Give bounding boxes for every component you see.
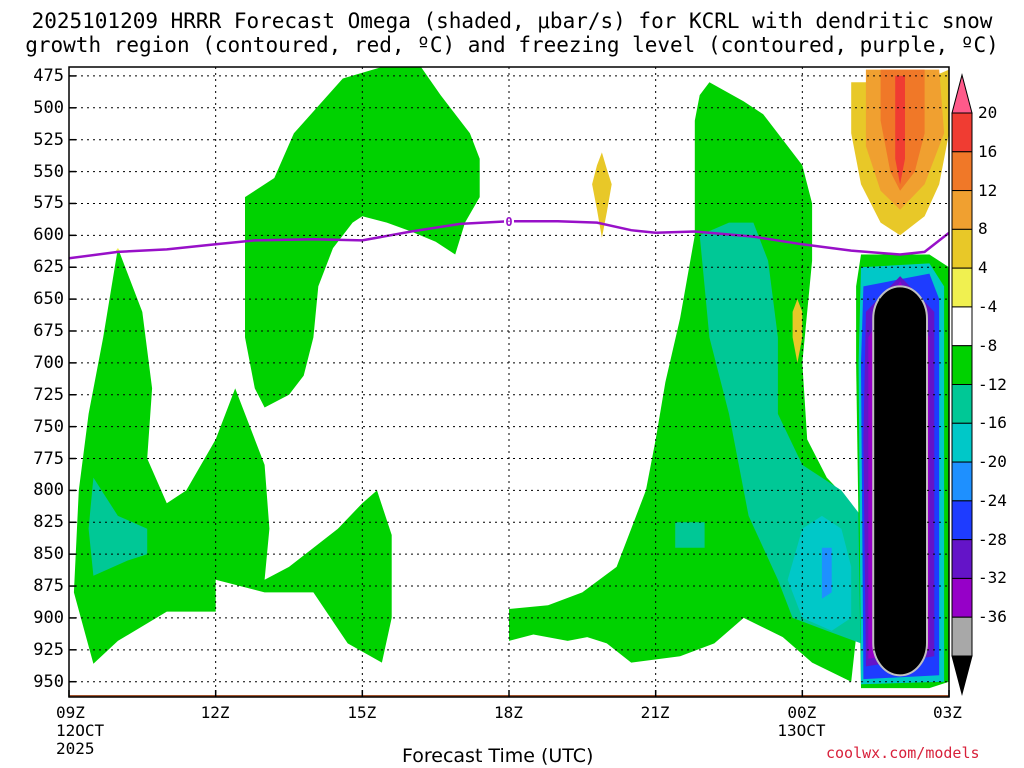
- colorbar-box-12: [951, 577, 973, 618]
- colorbar-label--20: -20: [978, 452, 1007, 472]
- y-tick-label-550: 550: [33, 161, 64, 182]
- y-tick-label-625: 625: [33, 257, 64, 278]
- chart-title-line1: 2025101209 HRRR Forecast Omega (shaded, …: [31, 9, 993, 33]
- omega-region-16-14: [895, 75, 905, 185]
- x-tick-label-15Z: 15Z: [347, 703, 377, 722]
- y-tick-label-875: 875: [33, 576, 64, 597]
- omega-region--4-1: [245, 67, 480, 408]
- colorbar-label--32: -32: [978, 568, 1007, 588]
- y-tick-label-950: 950: [33, 671, 64, 692]
- colorbar-label-8: 8: [978, 219, 988, 239]
- x-tick-label-00Z: 00Z: [787, 703, 817, 722]
- y-tick-label-675: 675: [33, 320, 64, 341]
- colorbar-box-1: [951, 151, 973, 192]
- colorbar-label--12: -12: [978, 374, 1007, 394]
- y-tick-label-775: 775: [33, 448, 64, 469]
- y-tick-label-800: 800: [33, 480, 64, 501]
- x-tick-label-21Z: 21Z: [640, 703, 670, 722]
- colorbar-box-9: [951, 461, 973, 502]
- x-tick-label-12Z: 12Z: [200, 703, 230, 722]
- omega-region--12-6: [787, 515, 852, 631]
- colorbar-top-triangle: [951, 73, 973, 114]
- omega-region-4-10: [792, 299, 803, 363]
- colorbar-label--16: -16: [978, 413, 1007, 433]
- colorbar-label--4: -4: [978, 296, 998, 316]
- x-tick-label-13OCT: 13OCT: [777, 721, 826, 740]
- chart-title-line2: growth region (contoured, red, ºC) and f…: [25, 33, 999, 57]
- x-tick-label-03Z: 03Z: [933, 703, 962, 722]
- x-tick-label-12OCT: 12OCT: [56, 721, 105, 740]
- y-tick-label-725: 725: [33, 384, 64, 405]
- y-tick-label-525: 525: [33, 129, 64, 150]
- colorbar-label-12: 12: [978, 180, 998, 200]
- colorbar-bottom-triangle: [951, 655, 973, 696]
- colorbar-label-20: 20: [978, 103, 998, 122]
- y-tick-label-850: 850: [33, 544, 64, 565]
- freezing-level-label: 0: [505, 215, 512, 229]
- y-tick-label-575: 575: [33, 193, 64, 214]
- y-tick-label-475: 475: [33, 65, 64, 86]
- y-tick-label-750: 750: [33, 416, 64, 437]
- colorbar-box-3: [951, 228, 973, 269]
- colorbar-box-6: [951, 345, 973, 386]
- colorbar-label--28: -28: [978, 529, 1007, 549]
- colorbar-label--8: -8: [978, 335, 998, 355]
- colorbar-label--36: -36: [978, 607, 1007, 627]
- colorbar-box-11: [951, 539, 973, 579]
- y-tick-label-500: 500: [33, 97, 64, 118]
- y-tick-label-650: 650: [33, 289, 64, 310]
- omega-region--16-7: [821, 547, 832, 599]
- x-tick-label-09Z: 09Z: [56, 703, 85, 722]
- y-tick-label-825: 825: [33, 512, 64, 533]
- colorbar-box-7: [951, 384, 973, 424]
- colorbar-box-8: [951, 422, 973, 463]
- colorbar-box-0: [951, 112, 973, 153]
- y-tick-label-900: 900: [33, 607, 64, 628]
- colorbar-box-4: [951, 267, 973, 308]
- source-credit[interactable]: coolwx.com/models: [826, 744, 980, 762]
- colorbar-box-2: [951, 190, 973, 230]
- colorbar-label-4: 4: [978, 258, 988, 278]
- omega-region-4-9: [592, 152, 612, 238]
- freezing-level-line: [69, 220, 949, 260]
- colorbar-box-5: [951, 306, 973, 347]
- y-tick-label-600: 600: [33, 225, 64, 246]
- plot-frame: [68, 66, 950, 698]
- colorbar-box-13: [951, 616, 973, 657]
- x-tick-label-18Z: 18Z: [494, 703, 523, 722]
- colorbar-box-10: [951, 500, 973, 541]
- y-tick-label-925: 925: [33, 639, 64, 660]
- omega-region--8-3: [88, 477, 148, 576]
- x-axis-title: Forecast Time (UTC): [402, 745, 594, 767]
- freezing-level-label-bg: [504, 214, 514, 229]
- colorbar-label-16: 16: [978, 141, 998, 161]
- colorbar-label--24: -24: [978, 490, 1007, 510]
- omega-region--8-4: [675, 522, 705, 548]
- y-tick-label-700: 700: [33, 352, 64, 373]
- omega-region--4-0: [73, 248, 392, 664]
- x-tick-label-2025: 2025: [56, 739, 95, 758]
- omega-minimum-core: [872, 285, 929, 677]
